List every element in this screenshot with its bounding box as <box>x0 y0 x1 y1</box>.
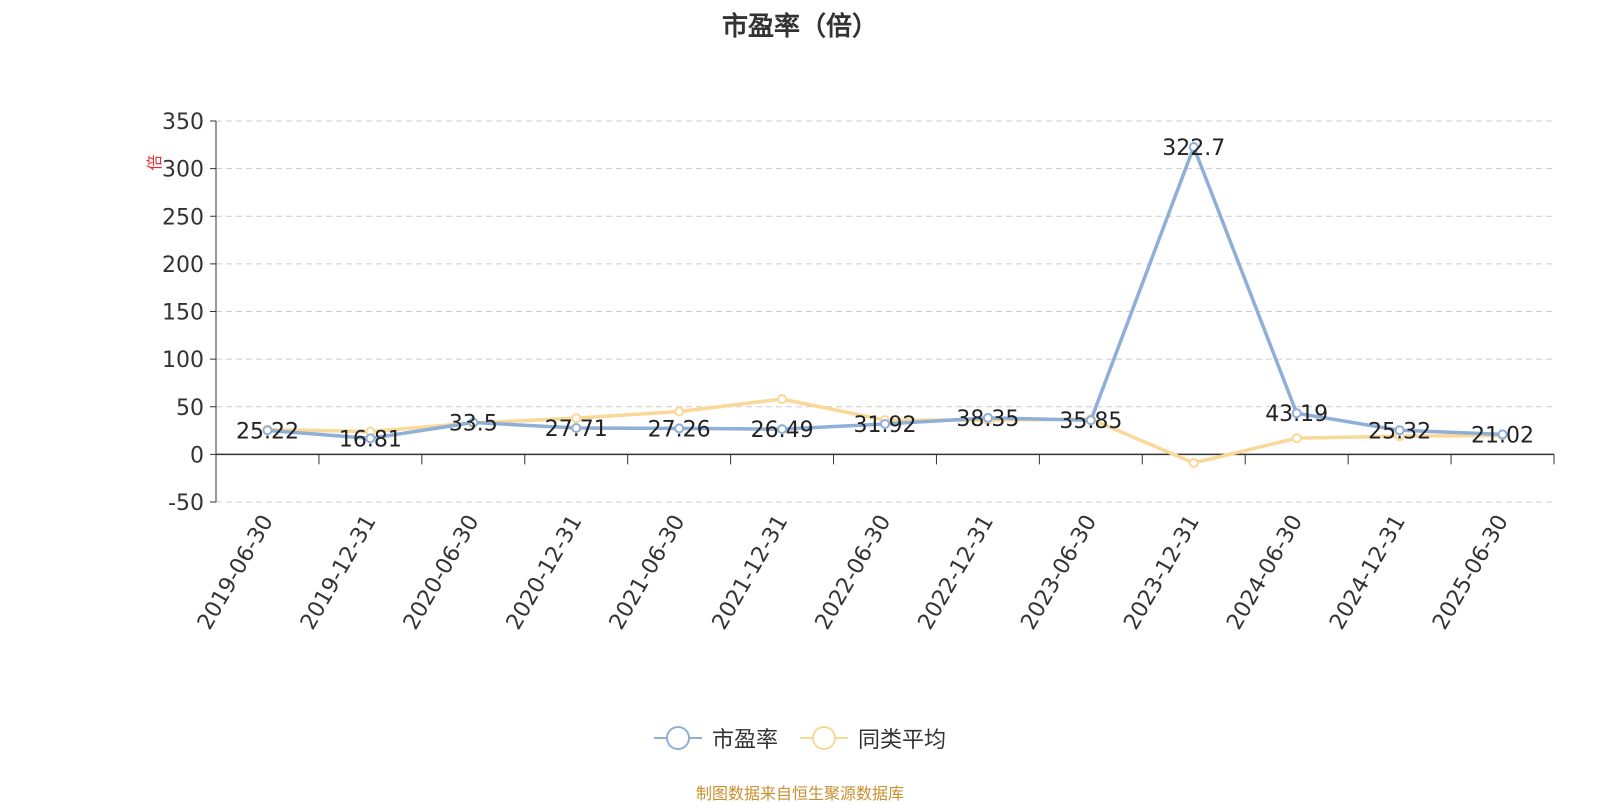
y-tick-label: 0 <box>190 443 204 468</box>
y-tick-label: 300 <box>162 158 204 183</box>
x-tick-label: 2020-06-30 <box>399 511 485 634</box>
data-label: 33.5 <box>449 411 498 436</box>
y-axis-label: 倍 <box>145 155 164 171</box>
y-tick-label: 50 <box>176 396 204 421</box>
series-line-pe <box>267 145 1503 441</box>
data-point-pe <box>262 425 273 436</box>
data-label: 43.19 <box>1265 402 1328 427</box>
data-source-note: 制图数据来自恒生聚源数据库 <box>695 784 904 803</box>
legend-label-avg: 同类平均 <box>858 728 947 753</box>
data-label: 35.85 <box>1059 409 1122 434</box>
data-label: 25.32 <box>1368 419 1431 444</box>
x-tick-label: 2025-06-30 <box>1428 511 1514 634</box>
x-tick-label: 2019-12-31 <box>296 511 382 634</box>
x-tick-label: 2022-06-30 <box>811 511 897 634</box>
y-tick-label: -50 <box>168 491 204 516</box>
data-point-avg <box>674 406 685 417</box>
y-tick-label: 150 <box>162 301 204 326</box>
y-tick-label: 350 <box>162 110 204 135</box>
data-label: 26.49 <box>751 418 814 443</box>
data-point-pe <box>571 422 582 433</box>
data-label: 322.7 <box>1162 136 1225 161</box>
data-point-pe <box>880 418 890 429</box>
legend-pe-symbol <box>653 725 702 751</box>
data-point-avg <box>1188 457 1199 468</box>
data-label: 21.02 <box>1471 423 1534 448</box>
chart-title: 市盈率（倍） <box>721 12 878 42</box>
data-point-pe <box>674 423 685 434</box>
legend-item-pe[interactable]: 市盈率 <box>653 722 778 754</box>
data-label: 25.22 <box>236 419 299 444</box>
x-tick-label: 2020-12-31 <box>502 511 588 634</box>
data-point-avg <box>1291 433 1302 444</box>
x-tick-label: 2021-12-31 <box>708 511 794 634</box>
data-point-pe <box>777 424 788 435</box>
data-label: 16.81 <box>339 427 402 452</box>
data-point-avg <box>777 394 788 405</box>
x-tick-label: 2024-06-30 <box>1222 511 1308 634</box>
data-label: 27.71 <box>545 417 608 442</box>
data-point-pe <box>365 433 376 444</box>
data-point-pe <box>1291 408 1302 419</box>
y-tick-label: 100 <box>162 348 204 373</box>
x-tick-label: 2024-12-31 <box>1325 511 1411 634</box>
data-label: 38.35 <box>956 407 1019 432</box>
data-label: 31.92 <box>854 413 917 438</box>
x-tick-label: 2023-12-31 <box>1119 511 1205 634</box>
legend-label-pe: 市盈率 <box>711 728 778 753</box>
x-tick-label: 2023-06-30 <box>1016 511 1102 634</box>
data-point-pe <box>1188 142 1199 153</box>
data-point-pe <box>468 417 479 428</box>
legend-item-avg[interactable]: 同类平均 <box>800 722 946 754</box>
legend-avg-symbol <box>800 725 848 751</box>
data-point-pe <box>1497 429 1508 440</box>
x-tick-label: 2021-06-30 <box>605 511 691 634</box>
legend: 市盈率 同类平均 <box>0 722 1600 754</box>
data-point-avg <box>571 413 582 424</box>
data-label: 27.26 <box>648 417 711 442</box>
data-point-pe <box>982 412 993 423</box>
y-tick-label: 200 <box>162 253 204 278</box>
data-point-pe <box>1085 415 1096 426</box>
data-point-pe <box>1394 425 1405 436</box>
x-tick-label: 2022-12-31 <box>914 511 1000 634</box>
x-tick-label: 2019-06-30 <box>193 511 279 634</box>
y-tick-label: 250 <box>162 205 204 230</box>
